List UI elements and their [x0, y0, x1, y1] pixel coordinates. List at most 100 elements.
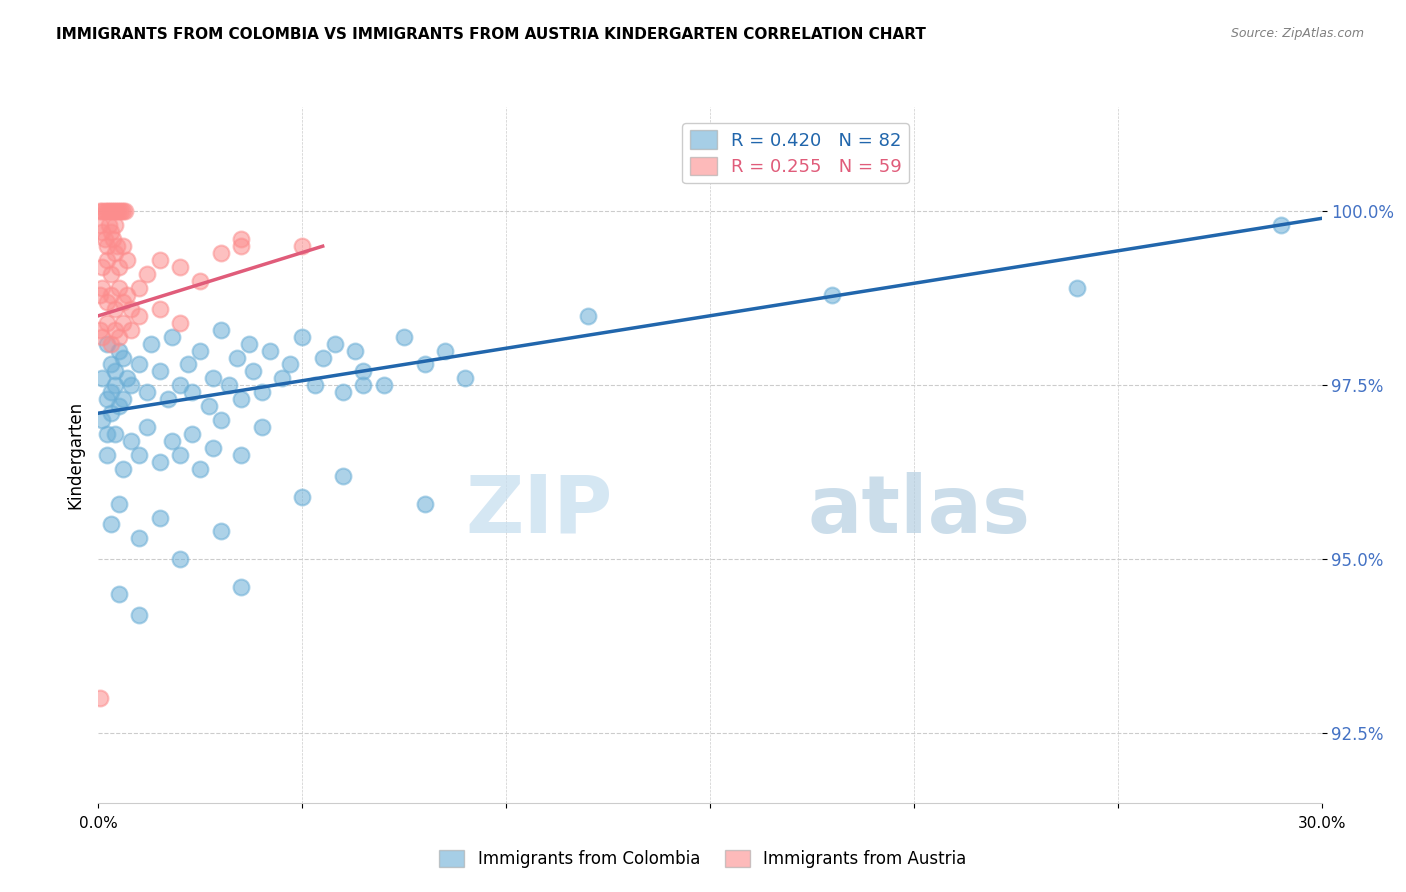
- Point: [89, 204, 111, 219]
- Point: [105, 204, 128, 219]
- Point: [226, 351, 249, 365]
- Point: [231, 392, 253, 407]
- Point: [104, 427, 127, 442]
- Legend: R = 0.420   N = 82, R = 0.255   N = 59: R = 0.420 N = 82, R = 0.255 N = 59: [682, 123, 910, 184]
- Point: [93, 204, 115, 219]
- Point: [231, 580, 253, 594]
- Point: [89, 323, 111, 337]
- Point: [209, 323, 232, 337]
- Point: [188, 274, 212, 288]
- Legend: Immigrants from Colombia, Immigrants from Austria: Immigrants from Colombia, Immigrants fro…: [433, 843, 973, 875]
- Point: [111, 316, 134, 330]
- Point: [231, 448, 253, 462]
- Point: [197, 399, 219, 413]
- Point: [104, 219, 127, 233]
- Point: [149, 253, 172, 268]
- Point: [304, 378, 326, 392]
- Point: [100, 336, 122, 351]
- Point: [181, 385, 204, 400]
- Point: [120, 378, 142, 392]
- Point: [352, 378, 374, 392]
- Point: [104, 323, 127, 337]
- Point: [169, 260, 191, 274]
- Point: [104, 378, 127, 392]
- Point: [96, 316, 118, 330]
- Point: [104, 301, 127, 316]
- Point: [100, 288, 122, 302]
- Point: [291, 239, 314, 253]
- Point: [332, 385, 354, 400]
- Point: [169, 316, 191, 330]
- Point: [120, 301, 142, 316]
- Point: [100, 406, 122, 420]
- Point: [115, 253, 138, 268]
- Point: [111, 392, 134, 407]
- Point: [101, 232, 124, 246]
- Text: Source: ZipAtlas.com: Source: ZipAtlas.com: [1230, 27, 1364, 40]
- Point: [91, 329, 114, 343]
- Text: atlas: atlas: [808, 472, 1031, 549]
- Point: [100, 204, 122, 219]
- Text: 0.0%: 0.0%: [79, 816, 118, 831]
- Point: [89, 288, 111, 302]
- Point: [160, 434, 183, 448]
- Point: [169, 378, 191, 392]
- Point: [93, 232, 115, 246]
- Point: [100, 267, 122, 281]
- Point: [108, 281, 131, 295]
- Point: [111, 239, 134, 253]
- Point: [96, 392, 118, 407]
- Point: [101, 204, 124, 219]
- Point: [149, 510, 172, 524]
- Point: [323, 336, 346, 351]
- Point: [89, 691, 111, 706]
- Text: 30.0%: 30.0%: [1298, 816, 1346, 831]
- Point: [188, 462, 212, 476]
- Point: [128, 309, 150, 323]
- Point: [218, 378, 240, 392]
- Point: [108, 399, 131, 413]
- Point: [120, 323, 142, 337]
- Point: [91, 260, 114, 274]
- Point: [352, 364, 374, 378]
- Point: [242, 364, 264, 378]
- Point: [576, 309, 599, 323]
- Point: [105, 239, 128, 253]
- Point: [128, 281, 150, 295]
- Point: [111, 462, 134, 476]
- Point: [120, 434, 142, 448]
- Point: [156, 392, 179, 407]
- Point: [1270, 219, 1292, 233]
- Point: [136, 385, 159, 400]
- Point: [291, 490, 314, 504]
- Point: [259, 343, 281, 358]
- Point: [392, 329, 416, 343]
- Point: [115, 371, 138, 385]
- Point: [413, 358, 436, 372]
- Point: [115, 288, 138, 302]
- Point: [89, 219, 111, 233]
- Point: [209, 413, 232, 427]
- Point: [238, 336, 260, 351]
- Point: [108, 260, 131, 274]
- Point: [433, 343, 456, 358]
- Point: [209, 524, 232, 539]
- Point: [100, 358, 122, 372]
- Point: [332, 468, 354, 483]
- Point: [114, 204, 136, 219]
- Point: [104, 246, 127, 260]
- Point: [110, 204, 132, 219]
- Point: [291, 329, 314, 343]
- Point: [201, 371, 224, 385]
- Point: [91, 281, 114, 295]
- Point: [108, 329, 131, 343]
- Y-axis label: Kindergarten: Kindergarten: [66, 401, 84, 509]
- Point: [111, 294, 134, 309]
- Point: [136, 267, 159, 281]
- Point: [97, 219, 120, 233]
- Point: [209, 246, 232, 260]
- Point: [344, 343, 367, 358]
- Point: [96, 336, 118, 351]
- Point: [91, 371, 114, 385]
- Point: [91, 225, 114, 239]
